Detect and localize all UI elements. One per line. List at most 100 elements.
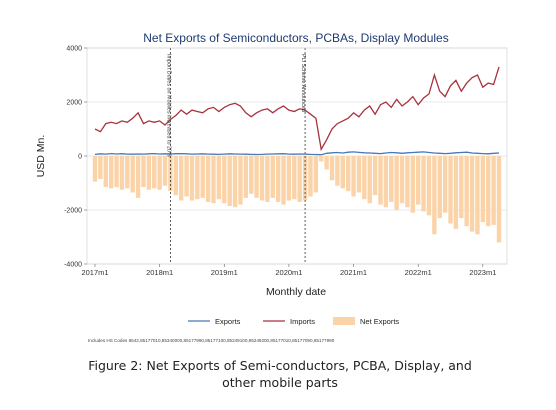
y-axis-ticks: 4000 2000 0 -2000 -4000 [64, 46, 87, 269]
exports-line [94, 151, 500, 156]
net-exports-bar [152, 156, 157, 189]
figure-caption: Figure 2: Net Exports of Semi-conductors… [88, 358, 472, 390]
chart: Net Exports of Semiconductors, PCBAs, Di… [35, 31, 508, 343]
net-exports-bar [421, 156, 426, 212]
net-exports-bar [486, 156, 491, 227]
y-tick-label: -4000 [64, 262, 82, 269]
net-exports-bar [227, 156, 232, 206]
x-tick-label: 2020m1 [275, 268, 302, 277]
legend-label: Exports [215, 317, 241, 326]
net-exports-bar [405, 156, 410, 208]
net-exports-bar [281, 156, 286, 205]
hs-codes-note: Includes HS Codes 8542,85177010,85340000… [88, 338, 335, 343]
net-exports-bar [243, 156, 249, 198]
net-exports-bar [232, 156, 238, 208]
net-exports-bar [184, 156, 189, 197]
x-tick-label: 2023m1 [469, 268, 496, 277]
net-exports-bar [297, 156, 302, 202]
net-exports-bar [103, 156, 108, 188]
net-exports-bar [292, 156, 297, 200]
net-exports-bar [345, 156, 351, 192]
net-exports-bar [108, 156, 114, 189]
net-exports-bar [270, 156, 275, 198]
net-exports-bar [362, 156, 367, 200]
net-exports-bar [389, 156, 394, 202]
x-tick-label: 2022m1 [405, 268, 432, 277]
x-tick-label: 2018m1 [146, 268, 173, 277]
net-exports-bar [157, 156, 162, 190]
net-exports-bar [319, 156, 324, 162]
net-exports-bar [442, 156, 448, 213]
net-exports-bar [437, 156, 442, 219]
net-exports-bar [448, 156, 453, 224]
chart-title: Net Exports of Semiconductors, PCBAs, Di… [143, 31, 448, 45]
net-exports-bar [469, 156, 475, 232]
net-exports-bar [496, 156, 502, 243]
net-exports-bar [254, 156, 259, 198]
net-exports-bar [356, 156, 362, 193]
net-exports-bar [329, 156, 335, 181]
net-exports-bar [119, 156, 125, 190]
net-exports-bar [308, 156, 313, 197]
net-exports-bar [372, 156, 378, 196]
net-exports-bar [173, 156, 179, 196]
net-exports-bar [475, 156, 480, 235]
net-exports-bar [383, 156, 389, 208]
annotation-lines [170, 48, 306, 264]
net-exports-bar [432, 156, 437, 235]
net-exports-bar [259, 156, 265, 201]
legend: Exports Imports Net Exports [188, 317, 399, 326]
net-exports-bar [178, 156, 184, 201]
net-exports-bar [195, 156, 200, 200]
net-exports-bar [351, 156, 356, 197]
legend-swatch [333, 317, 355, 325]
net-exports-bar [313, 156, 319, 193]
y-tick-label: 4000 [66, 46, 82, 53]
x-tick-label: 2019m1 [211, 268, 238, 277]
x-axis-label: Monthly date [266, 286, 326, 298]
net-exports-bar [480, 156, 486, 223]
net-exports-bar [141, 156, 146, 188]
net-exports-bar [426, 156, 432, 216]
net-exports-bar [125, 156, 130, 189]
net-exports-bar [238, 156, 243, 205]
y-tick-label: 2000 [66, 100, 82, 107]
net-exports-bar [340, 156, 345, 189]
net-exports-bar [130, 156, 135, 193]
legend-label: Imports [290, 317, 315, 326]
net-exports-bar [200, 156, 205, 198]
net-exports-bar [335, 156, 340, 186]
net-exports-bar [491, 156, 496, 225]
net-exports-bar [302, 156, 308, 201]
annotation-label: PLI Scheme Announced [300, 54, 306, 112]
y-axis-label: USD Mn. [35, 135, 47, 178]
x-tick-label: 2021m1 [340, 268, 367, 277]
net-exports-bar [98, 156, 103, 179]
net-exports-bar [205, 156, 211, 202]
net-exports-bar [378, 156, 383, 205]
net-exports-bar [286, 156, 292, 201]
net-exports-bar [146, 156, 152, 190]
net-exports-bar [464, 156, 469, 227]
net-exports-bar [410, 156, 416, 213]
net-exports-bar [216, 156, 222, 200]
annotations: Import Duties on Mobiles increased to 20… [165, 54, 306, 157]
imports-line [94, 66, 500, 152]
net-exports-bar [114, 156, 119, 188]
net-exports-bar [162, 156, 168, 186]
y-tick-label: 0 [78, 154, 82, 161]
net-exports-bars [92, 156, 502, 243]
net-exports-bar [275, 156, 281, 202]
net-exports-bar [211, 156, 216, 204]
net-exports-bar [189, 156, 195, 201]
annotation-label: Import Duties on Mobiles increased to 20… [165, 54, 171, 157]
net-exports-bar [135, 156, 141, 198]
net-exports-bar [324, 156, 329, 170]
legend-label: Net Exports [360, 317, 399, 326]
net-exports-bar [249, 156, 254, 194]
net-exports-bar [367, 156, 372, 204]
x-tick-label: 2017m1 [81, 268, 108, 277]
x-axis-ticks: 2017m1 2018m1 2019m1 2020m1 2021m1 2022m1 2023… [81, 264, 496, 277]
net-exports-bar [222, 156, 227, 204]
net-exports-bar [459, 156, 464, 219]
